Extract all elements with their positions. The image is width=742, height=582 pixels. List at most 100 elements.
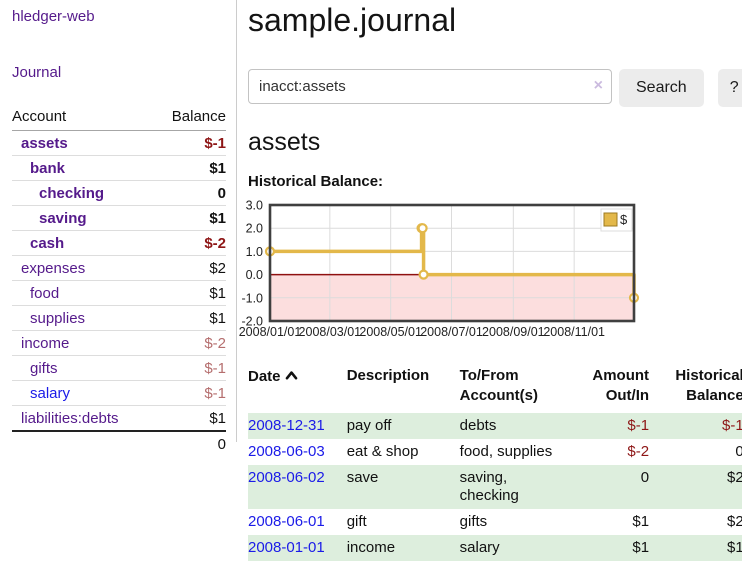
account-balance: $-1 [204,135,226,152]
account-link[interactable]: supplies [30,310,86,327]
transaction-date-cell: 2008-12-31 [248,413,347,439]
account-row: supplies $1 [12,305,226,331]
account-row: salary $-1 [12,380,226,406]
account-row: checking 0 [12,180,226,206]
svg-text:0.0: 0.0 [246,268,263,282]
account-balance: $2 [153,255,226,281]
account-row: bank $1 [12,155,226,181]
date-column-header[interactable]: Date [248,363,347,413]
transaction-balance: 0 [735,443,742,460]
transaction-date-link[interactable]: 2008-06-03 [248,443,325,460]
transaction-amount: $1 [632,513,650,530]
transaction-date-link[interactable]: 2008-01-01 [248,539,325,556]
account-link[interactable]: bank [30,160,66,177]
account-link[interactable]: assets [21,135,68,152]
svg-text:2008/01/01: 2008/01/01 [239,325,302,339]
description-column-header[interactable]: Description [346,367,430,384]
transaction-date-cell: 2008-06-02 [248,465,347,509]
transaction-date-cell: 2008-01-01 [248,535,347,561]
svg-text:-2.0: -2.0 [241,315,263,329]
account-balance: $-2 [153,230,226,256]
balance-chart-svg: 3.0 2.0 1.0 0.0 -1.0 -2.02008/01/012008/03/01… [239,199,640,339]
search-button[interactable]: Search [619,69,704,107]
account-link[interactable]: food [30,285,60,302]
transaction-amount: 0 [640,469,650,486]
account-link[interactable]: liabilities:debts [21,410,119,427]
sidebar: hledger-web Journal Account Balance asse… [0,0,237,456]
accounts-column-header[interactable]: To/From Account(s) [459,367,538,404]
transaction-date-cell: 2008-06-01 [248,509,347,535]
transaction-accounts: food, supplies [459,443,553,460]
account-link[interactable]: income [21,335,70,352]
chart-label: Historical Balance: [248,173,384,190]
transaction-row[interactable]: 2008-12-31 pay off debts $-1 $-1 [248,413,742,439]
chart-legend: $ [600,208,633,232]
transaction-balance: $1 [727,539,742,556]
register-header-row: Date Description To/From Account(s) Amou… [248,363,742,413]
account-balance: $1 [153,280,226,306]
app-title-link[interactable]: hledger-web [12,8,95,25]
search-input[interactable] [248,69,612,104]
transaction-row[interactable]: 2008-06-03 eat & shop food, supplies $-2 0 [248,439,742,465]
transaction-date-cell: 2008-06-03 [248,439,347,465]
transaction-date-link[interactable]: 2008-06-02 [248,469,325,486]
account-link[interactable]: expenses [21,260,86,277]
legend-swatch [603,212,618,227]
transaction-accounts: salary [459,539,500,556]
account-row: assets $-1 [12,131,226,156]
account-balance: $1 [153,205,226,231]
svg-text:2008/03/01: 2008/03/01 [299,325,362,339]
transaction-date-link[interactable]: 2008-12-31 [248,417,325,434]
transaction-row[interactable]: 2008-01-01 income salary $1 $1 [248,535,742,561]
transaction-amount: $1 [632,539,650,556]
account-row: gifts $-1 [12,355,226,381]
svg-text:2008/07/01: 2008/07/01 [420,325,483,339]
account-link[interactable]: salary [30,385,71,402]
account-balance: $1 [153,405,226,431]
account-balance: 0 [153,180,226,206]
transaction-description: income [346,539,396,556]
account-balance: $1 [153,155,226,181]
account-link[interactable]: gifts [30,360,58,377]
main-content: sample.journal × Search ? assets Histori… [237,0,742,582]
legend-label: $ [620,212,628,227]
account-heading: assets [248,128,321,156]
svg-text:2.0: 2.0 [246,222,263,236]
clear-search-icon[interactable]: × [593,77,603,94]
svg-text:-1.0: -1.0 [241,291,263,305]
account-balance: $1 [153,305,226,331]
account-row: food $1 [12,280,226,306]
sort-ascending-icon [285,366,298,386]
account-row: saving $1 [12,205,226,231]
amount-column-header[interactable]: Amount Out/In [592,367,650,404]
svg-text:3.0: 3.0 [246,199,263,213]
transaction-amount: $-2 [627,443,650,460]
sidebar-item-journal[interactable]: Journal [12,64,62,81]
accounts-table-header: Account Balance [12,105,226,131]
search-bar: × Search ? [248,69,742,107]
balance-column-header-main[interactable]: Historical Balance [675,367,742,404]
transaction-date-link[interactable]: 2008-06-01 [248,513,325,530]
transaction-accounts: debts [459,417,497,434]
account-link[interactable]: checking [39,185,105,202]
accounts-total-row: 0 [12,430,226,456]
transaction-balance: $-1 [722,417,742,434]
balance-column-header: Balance [153,105,226,131]
account-column-header: Account [12,105,154,131]
account-link[interactable]: saving [39,210,87,227]
svg-text:2008/11/01: 2008/11/01 [543,325,605,339]
transaction-description: eat & shop [346,443,419,460]
transaction-description: pay off [346,417,392,434]
data-point-marker [418,269,429,280]
transaction-row[interactable]: 2008-06-02 save saving, checking 0 $2 [248,465,742,509]
help-button[interactable]: ? [717,69,742,107]
svg-text:2008/05/01: 2008/05/01 [359,325,422,339]
transaction-accounts: gifts [459,513,488,530]
svg-text:2008/09/01: 2008/09/01 [482,325,545,339]
account-row: cash $-2 [12,230,226,256]
transaction-row[interactable]: 2008-06-01 gift gifts $1 $2 [248,509,742,535]
page-title: sample.journal [248,2,457,38]
account-balance: $-2 [153,330,226,356]
account-row: income $-2 [12,330,226,356]
account-link[interactable]: cash [30,235,65,252]
